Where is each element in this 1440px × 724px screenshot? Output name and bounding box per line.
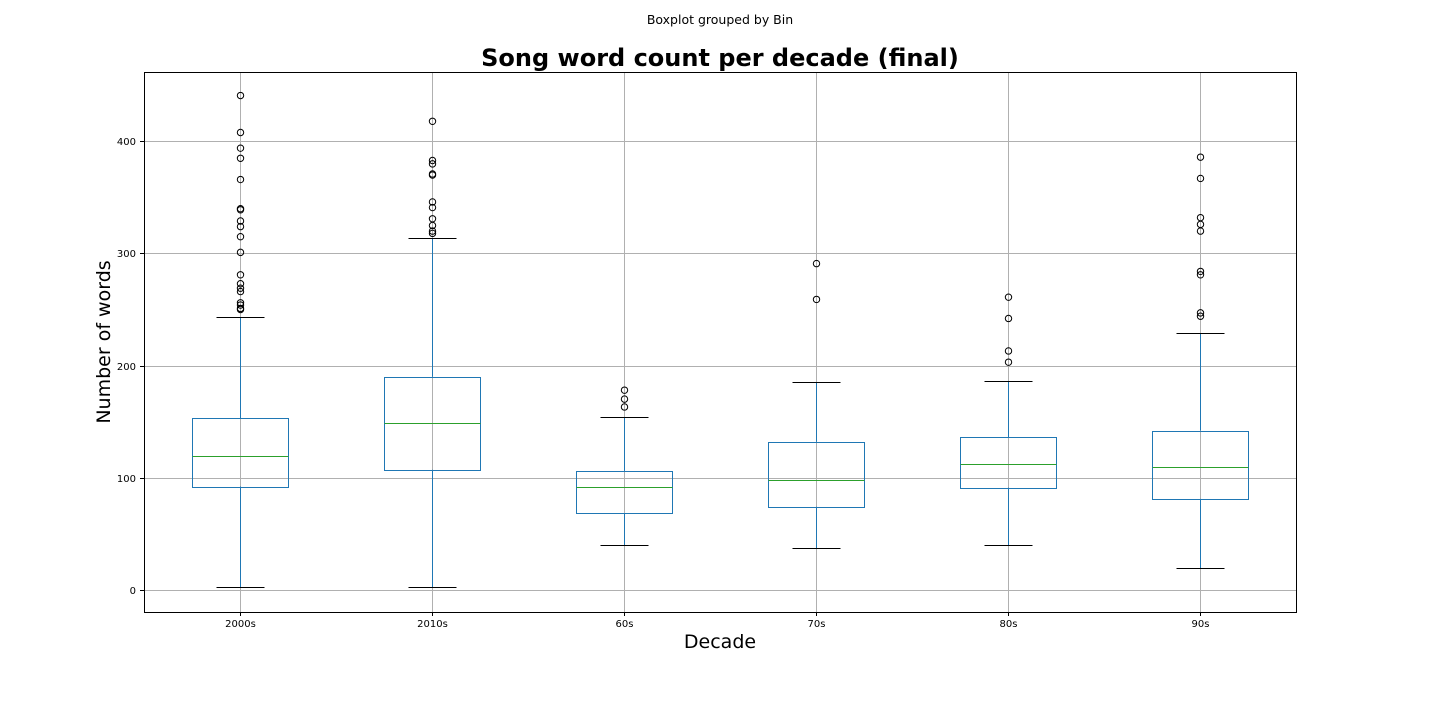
box-iqr [192, 418, 289, 488]
x-tick-label: 90s [1192, 619, 1210, 630]
outlier-point [1196, 309, 1205, 317]
outlier-point [236, 280, 245, 288]
x-tick-label: 60s [616, 619, 634, 630]
y-tick-label: 0 [130, 586, 136, 597]
outlier-point [236, 271, 245, 279]
outlier-point [428, 229, 437, 238]
outlier-point [428, 203, 437, 212]
y-axis-label: Number of words [93, 260, 115, 423]
outlier-point [1004, 293, 1013, 301]
outlier-point [1196, 267, 1205, 276]
axis-ticks: 0 100 200 300 400 2000s 2010s 60s 70s 80s 90s [117, 137, 1210, 630]
outlier-point [620, 386, 629, 394]
outlier-point [236, 305, 245, 314]
outlier-point [1196, 174, 1205, 183]
outlier-point [236, 287, 245, 296]
outlier-point [1196, 271, 1205, 279]
outlier-point [236, 91, 245, 100]
outlier-point [620, 395, 629, 403]
outlier-point [620, 403, 629, 411]
plot-area-frame [144, 72, 1297, 613]
outlier-point [1004, 358, 1013, 366]
outlier-point [236, 222, 245, 231]
y-tick-label: 300 [117, 249, 136, 260]
outlier-point [236, 232, 245, 241]
y-tick-label: 100 [117, 474, 136, 485]
box-group-80s [960, 293, 1057, 546]
box-group-90s [1152, 153, 1249, 569]
chart-suptitle: Boxplot grouped by Bin [647, 12, 793, 27]
outlier-point [236, 284, 245, 292]
chart-title: Song word count per decade (final) [481, 44, 959, 72]
box-iqr [576, 471, 673, 514]
box-iqr [960, 437, 1057, 489]
outlier-point [236, 144, 245, 152]
x-axis-label: Decade [684, 631, 756, 653]
box-group-2010s [384, 117, 481, 588]
outlier-point [1004, 347, 1013, 355]
box-iqr [1152, 431, 1249, 500]
outlier-point [1196, 312, 1205, 320]
outlier-point [236, 128, 245, 137]
outlier-point [236, 301, 245, 309]
outlier-point [236, 154, 245, 162]
outlier-point [428, 171, 437, 179]
outlier-point [236, 217, 245, 225]
outlier-point [236, 248, 245, 257]
outlier-point [428, 227, 437, 235]
outlier-point [236, 206, 245, 214]
outlier-point [428, 156, 437, 165]
outlier-point [1196, 153, 1205, 161]
outlier-point [812, 295, 821, 304]
outlier-point [812, 259, 821, 268]
outlier-point [428, 160, 437, 168]
outlier-point [428, 221, 437, 230]
outlier-point [1004, 314, 1013, 323]
x-tick-label: 2000s [225, 619, 256, 630]
outlier-point [428, 198, 437, 206]
box-series [192, 91, 1249, 588]
y-tick-label: 200 [117, 362, 136, 373]
x-tick-label: 80s [1000, 619, 1018, 630]
outlier-point [236, 175, 245, 184]
outlier-point [428, 117, 437, 125]
y-tick-label: 400 [117, 137, 136, 148]
box-group-60s [576, 386, 673, 546]
x-tick-label: 70s [808, 619, 826, 630]
x-tick-label: 2010s [417, 619, 448, 630]
outlier-point [1196, 227, 1205, 235]
box-group-70s [768, 259, 865, 549]
box-iqr [768, 442, 865, 508]
grid-lines [144, 72, 1296, 612]
box-group-2000s [192, 91, 289, 588]
